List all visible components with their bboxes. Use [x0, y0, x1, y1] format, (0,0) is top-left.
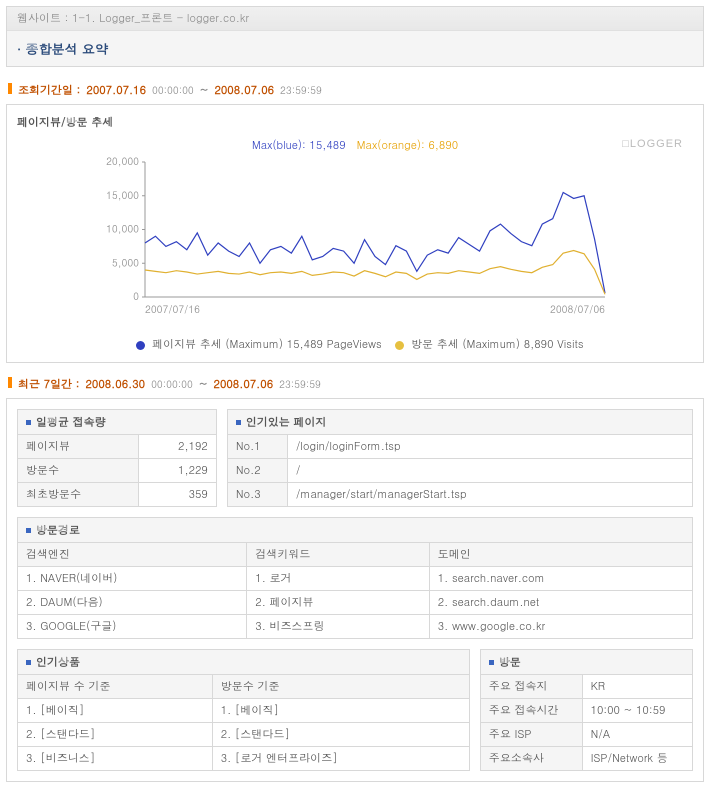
- table-row: 주요 접속지KR: [480, 675, 692, 699]
- table-row: No.2/: [227, 459, 692, 483]
- table-row: 2. DAUM(다음)2. 페이지뷰2. search.daum.net: [18, 591, 693, 615]
- table-row: 주요소속사ISP/Network 등: [480, 747, 692, 771]
- table-row: 방문수1,229: [18, 459, 217, 483]
- summary-panel: 일평균 접속량 페이지뷰2,192방문수1,229최초방문수359 인기있는 페…: [6, 398, 704, 782]
- table-row: 최초방문수359: [18, 483, 217, 507]
- table-row: No.1/login/loginForm.tsp: [227, 435, 692, 459]
- table-row: 페이지뷰2,192: [18, 435, 217, 459]
- legend-dot-blue: [136, 341, 145, 350]
- table-row: 2. [스탠다드]2. [스탠다드]: [18, 723, 470, 747]
- table-row: No.3/manager/start/managerStart.tsp: [227, 483, 692, 507]
- table-row: 주요 접속시간10:00 ~ 10:59: [480, 699, 692, 723]
- table-row: 3. GOOGLE(구글)3. 비즈스프링3. www.google.co.kr: [18, 615, 693, 639]
- svg-text:2007/07/16: 2007/07/16: [145, 302, 200, 316]
- legend-dot-orange: [395, 341, 404, 350]
- dot-icon: [26, 420, 31, 425]
- period-label: 조회기간일 : 2007.07.16 00:00:00 ~ 2008.07.06…: [8, 83, 704, 98]
- breadcrumb: 웹사이트 : 1-1. Logger_프론트 - logger.co.kr: [7, 7, 703, 31]
- table-row: 주요 ISPN/A: [480, 723, 692, 747]
- svg-text:2008/07/06: 2008/07/06: [550, 302, 605, 316]
- chart-title: 페이지뷰/방문 추세: [17, 115, 693, 130]
- logger-logo: □LOGGER: [622, 138, 683, 150]
- dot-icon: [236, 420, 241, 425]
- dot-icon: [26, 660, 31, 665]
- chart-max-labels: Max(blue): 15,489 Max(orange): 6,890: [252, 138, 458, 153]
- bullet-icon: [8, 83, 12, 94]
- daily-avg-table: 일평균 접속량 페이지뷰2,192방문수1,229최초방문수359: [17, 409, 217, 507]
- recent-label: 최근 7일간 : 2008.06.30 00:00:00 ~ 2008.07.0…: [8, 377, 704, 392]
- svg-text:10,000: 10,000: [106, 222, 139, 236]
- table-row: 1. NAVER(네이버)1. 로거1. search.naver.com: [18, 567, 693, 591]
- popular-pages-table: 인기있는 페이지 No.1/login/loginForm.tspNo.2/No…: [227, 409, 693, 507]
- referrer-table: 방문경로 검색엔진검색키워드도메인 1. NAVER(네이버)1. 로거1. s…: [17, 517, 693, 639]
- chart-panel: 페이지뷰/방문 추세 Max(blue): 15,489 Max(orange)…: [6, 104, 704, 363]
- page-header: 웹사이트 : 1-1. Logger_프론트 - logger.co.kr · …: [6, 6, 704, 67]
- products-table: 인기상품 페이지뷰 수 기준방문수 기준 1. [베이직]1. [베이직]2. …: [17, 649, 470, 771]
- svg-text:20,000: 20,000: [106, 157, 139, 168]
- bullet-icon: [8, 377, 12, 388]
- dot-icon: [489, 660, 494, 665]
- svg-text:0: 0: [133, 289, 139, 303]
- visit-table: 방문 주요 접속지KR주요 접속시간10:00 ~ 10:59주요 ISPN/A…: [480, 649, 693, 771]
- dot-icon: [26, 528, 31, 533]
- table-row: 1. [베이직]1. [베이직]: [18, 699, 470, 723]
- page-title: · 종합분석 요약: [7, 31, 703, 66]
- trend-chart: 20,000 15,000 10,000 5,000 0 2007/07/16 2008/0…: [95, 157, 615, 327]
- chart-legend: 페이지뷰 추세 (Maximum) 15,489 PageViews 방문 추세…: [17, 337, 693, 352]
- svg-text:15,000: 15,000: [106, 188, 139, 202]
- table-row: 3. [비즈니스]3. [로거 엔터프라이즈]: [18, 747, 470, 771]
- svg-text:5,000: 5,000: [112, 255, 139, 269]
